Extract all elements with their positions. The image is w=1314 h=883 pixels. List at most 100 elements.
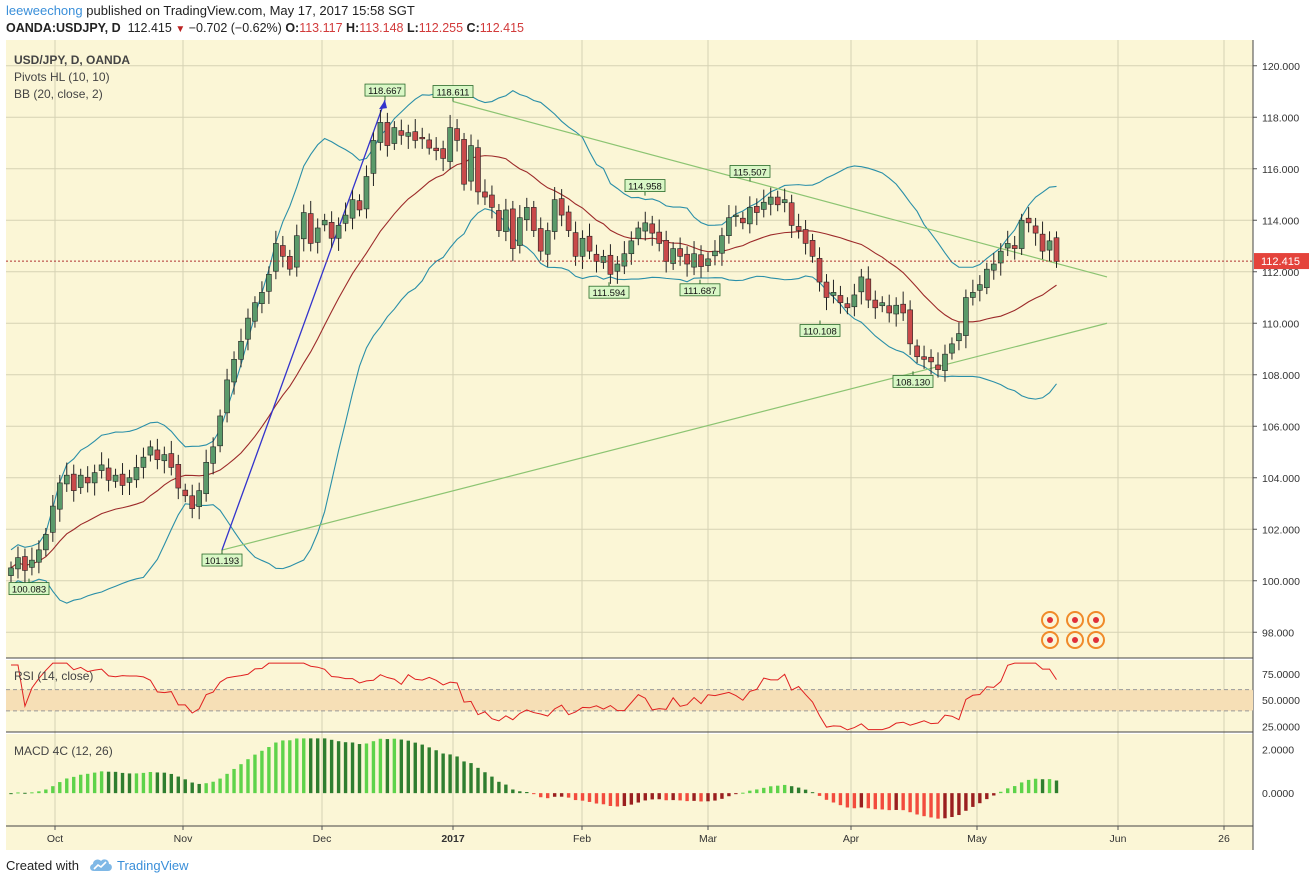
low-label: L:	[406, 21, 419, 35]
candle-body	[600, 256, 607, 263]
pivot-label-box	[624, 179, 666, 192]
candle-body	[98, 464, 105, 471]
macd-bar	[302, 738, 306, 794]
last-price-tag-label: 112.415	[1261, 256, 1300, 268]
pivot-label: 118.667	[368, 86, 402, 97]
main-pane	[6, 40, 1253, 658]
macd-bar	[936, 793, 940, 819]
chart-area[interactable]: 98.000 100.000 102.000 104.000 106.000 108.00…	[0, 40, 1314, 850]
candles	[8, 109, 1060, 584]
publish-header: leeweechong published on TradingView.com…	[0, 0, 1314, 40]
macd-bar	[197, 783, 201, 794]
macd-bar	[922, 793, 926, 817]
rsi-tick-label: 25.0000	[1262, 722, 1300, 734]
macd-bar	[315, 738, 320, 794]
macd-bar	[44, 789, 48, 794]
macd-bar	[336, 741, 341, 794]
candle-body	[1011, 245, 1018, 249]
candle-body	[921, 356, 927, 360]
macd-bar	[211, 781, 215, 794]
candle-body	[419, 137, 426, 140]
macd-bar	[281, 740, 285, 794]
macd-bar	[817, 793, 822, 796]
candle-body	[802, 229, 809, 244]
event-icons	[1041, 611, 1105, 649]
event-dot	[1047, 617, 1053, 623]
candle-body	[398, 130, 405, 136]
price-tick-label: 114.000	[1262, 215, 1299, 227]
candle-body	[656, 231, 663, 244]
bb-lower-line	[10, 208, 1057, 604]
support-trendline	[221, 322, 1108, 551]
candle-body	[628, 240, 635, 255]
event-icon	[1066, 611, 1084, 629]
macd-bar	[79, 774, 83, 794]
macd-bar	[1054, 780, 1059, 794]
candle-body	[252, 302, 258, 322]
candle-body	[970, 292, 976, 298]
macd-bar	[776, 785, 780, 794]
candle-body	[795, 226, 802, 231]
macd-bar	[650, 793, 654, 800]
candle-body	[670, 248, 676, 264]
macd-bar	[190, 782, 194, 794]
rsi-tick-label: 50.0000	[1262, 695, 1300, 707]
author-link[interactable]: leeweechong	[6, 3, 83, 18]
candle-body	[363, 176, 370, 210]
macd-bar	[671, 793, 675, 801]
macd-bar	[950, 793, 954, 818]
candle-body	[321, 219, 328, 226]
candle-body	[1004, 243, 1011, 249]
rsi-legend: RSI (14, close)	[14, 669, 94, 683]
candle-body	[767, 196, 774, 205]
pivot-label: 111.687	[684, 286, 717, 297]
macd-bar	[873, 793, 877, 810]
candle-body	[977, 284, 983, 291]
time-tick-label: Mar	[699, 833, 718, 845]
tradingview-link[interactable]: TradingView	[117, 858, 189, 873]
candle-body	[684, 253, 690, 265]
candle-body	[356, 200, 363, 211]
macd-bar	[678, 793, 682, 801]
candle-body	[719, 235, 725, 254]
candle-body	[760, 201, 767, 210]
bb-upper-line	[10, 89, 1057, 551]
macd-bar	[176, 776, 180, 794]
candle-body	[147, 446, 154, 456]
candle-body	[259, 292, 265, 304]
candle-body	[238, 340, 244, 360]
candle-body	[726, 217, 732, 237]
candle-body	[523, 207, 530, 221]
candle-body	[503, 209, 509, 232]
candle-body	[245, 317, 251, 340]
pivot-label-box	[364, 83, 406, 97]
price-tick-label: 112.000	[1262, 267, 1299, 279]
candle-body	[210, 446, 216, 464]
candle-body	[572, 232, 579, 257]
macd-bar	[525, 791, 529, 794]
candle-body	[440, 148, 446, 159]
tradingview-cloud-icon[interactable]	[88, 857, 114, 873]
candle-body	[349, 199, 356, 219]
macd-bar	[622, 793, 627, 807]
macd-bar	[37, 791, 41, 794]
macd-bar	[1047, 779, 1052, 794]
candle-body	[900, 303, 906, 314]
candle-body	[544, 230, 551, 255]
macd-bar	[72, 776, 76, 794]
candle-body	[865, 278, 872, 301]
price-tick-label: 98.000	[1262, 627, 1294, 639]
open-label: O:	[285, 21, 300, 35]
pivot-label: 110.108	[803, 326, 837, 337]
macd-bar	[16, 792, 20, 794]
candle-body	[161, 454, 168, 462]
candle-body	[342, 214, 349, 224]
macd-bar	[141, 772, 146, 794]
macd-bar	[594, 793, 599, 804]
event-dot	[1093, 617, 1099, 623]
macd-bar	[329, 739, 334, 794]
time-tick-label: Dec	[313, 833, 332, 845]
time-tick-label: 26	[1218, 833, 1230, 845]
candle-body	[983, 268, 990, 289]
pivot-label: 111.594	[593, 288, 626, 299]
